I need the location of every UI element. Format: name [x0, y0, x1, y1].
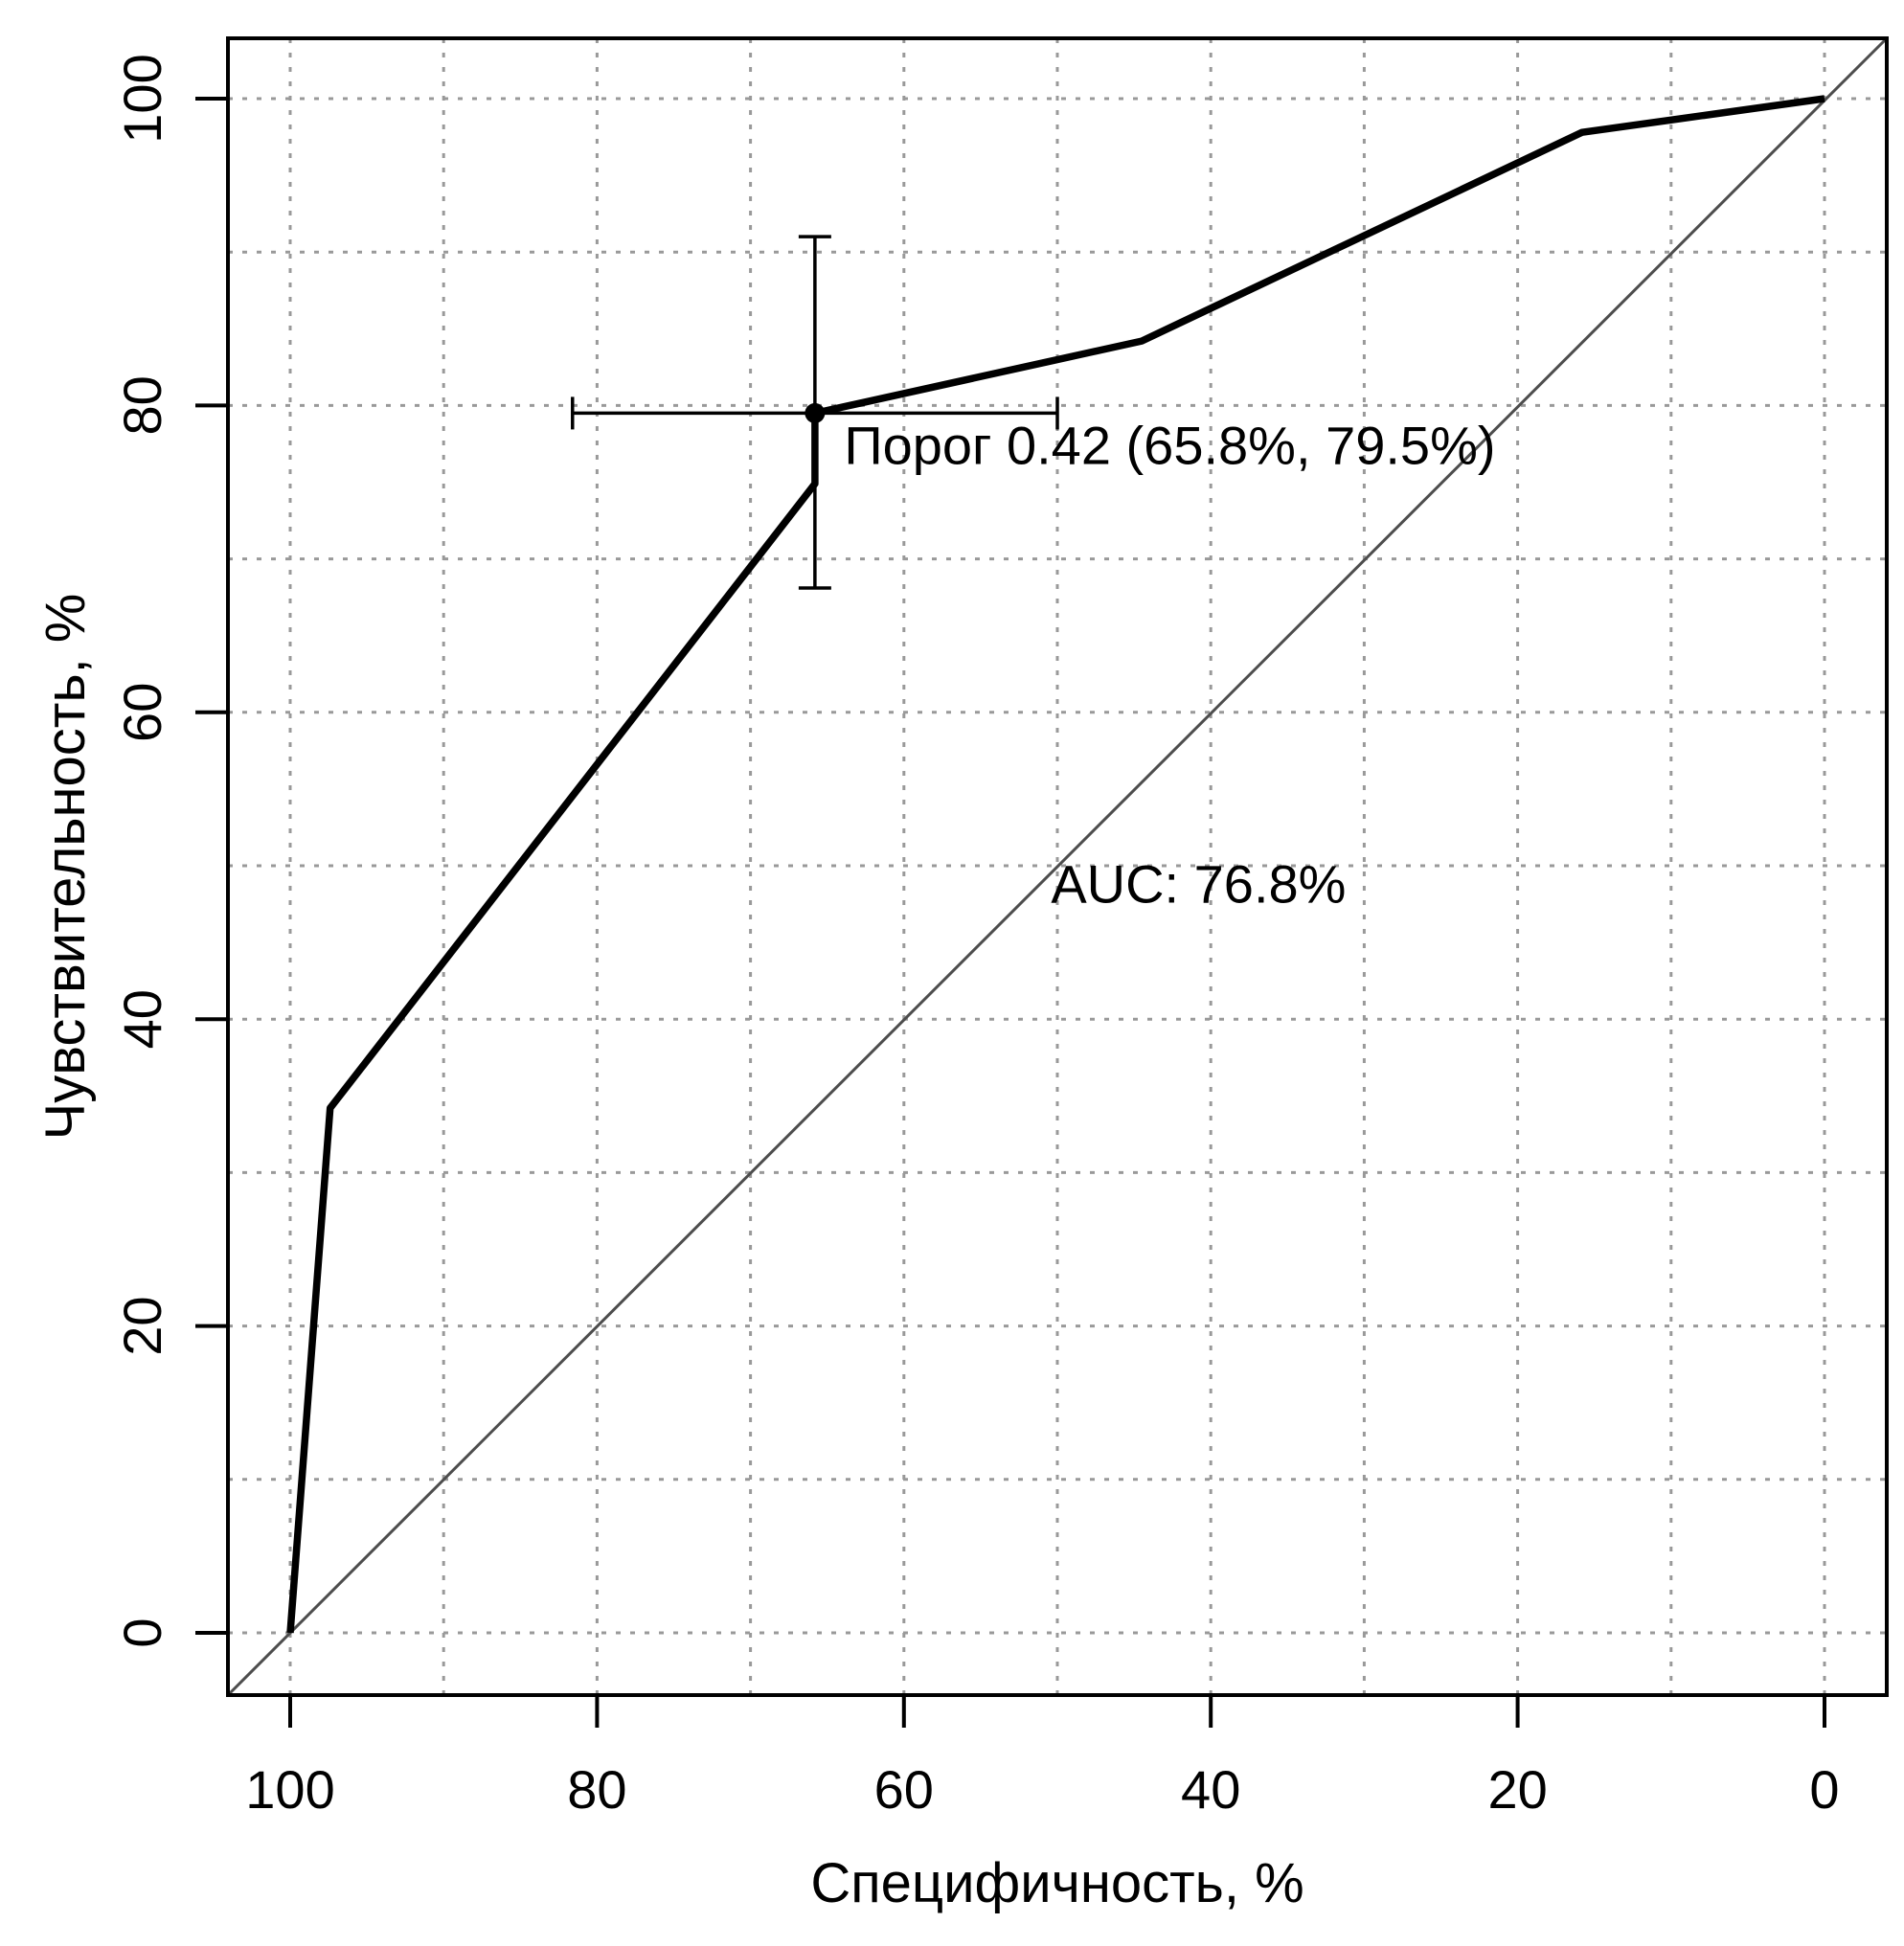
plot-box — [226, 36, 1889, 1697]
y-tick-label: 80 — [112, 375, 172, 435]
x-tick-label: 40 — [1181, 1759, 1240, 1820]
auc-label: AUC: 76.8% — [1051, 853, 1346, 914]
best-threshold-point — [805, 402, 826, 423]
y-tick-label: 60 — [112, 683, 172, 742]
annotations: Порог 0.42 (65.8%, 79.5%) AUC: 76.8% — [844, 415, 1495, 914]
y-tick-label: 40 — [112, 989, 172, 1049]
x-tick-label: 100 — [245, 1759, 334, 1820]
plot-border — [226, 36, 1889, 1697]
reference-diagonal — [226, 36, 1889, 1697]
axis-ticks-and-labels: 100 80 60 40 20 0 0 20 40 60 80 100 — [112, 54, 1840, 1820]
threshold-label: Порог 0.42 (65.8%, 79.5%) — [844, 415, 1495, 475]
x-tick-label: 80 — [567, 1759, 626, 1820]
chance-diagonal-line — [226, 36, 1889, 1697]
threshold-ci-errorbars — [571, 235, 1059, 590]
x-axis-title: Специфичность, % — [810, 1852, 1303, 1914]
gridlines — [228, 38, 1887, 1695]
y-tick-label: 0 — [112, 1618, 172, 1647]
y-axis-title: Чувствительность, % — [34, 594, 97, 1141]
x-tick-label: 20 — [1487, 1759, 1547, 1820]
x-tick-label: 60 — [874, 1759, 934, 1820]
x-tick-label: 0 — [1809, 1759, 1839, 1820]
y-tick-label: 100 — [112, 54, 172, 143]
y-tick-label: 20 — [112, 1296, 172, 1355]
